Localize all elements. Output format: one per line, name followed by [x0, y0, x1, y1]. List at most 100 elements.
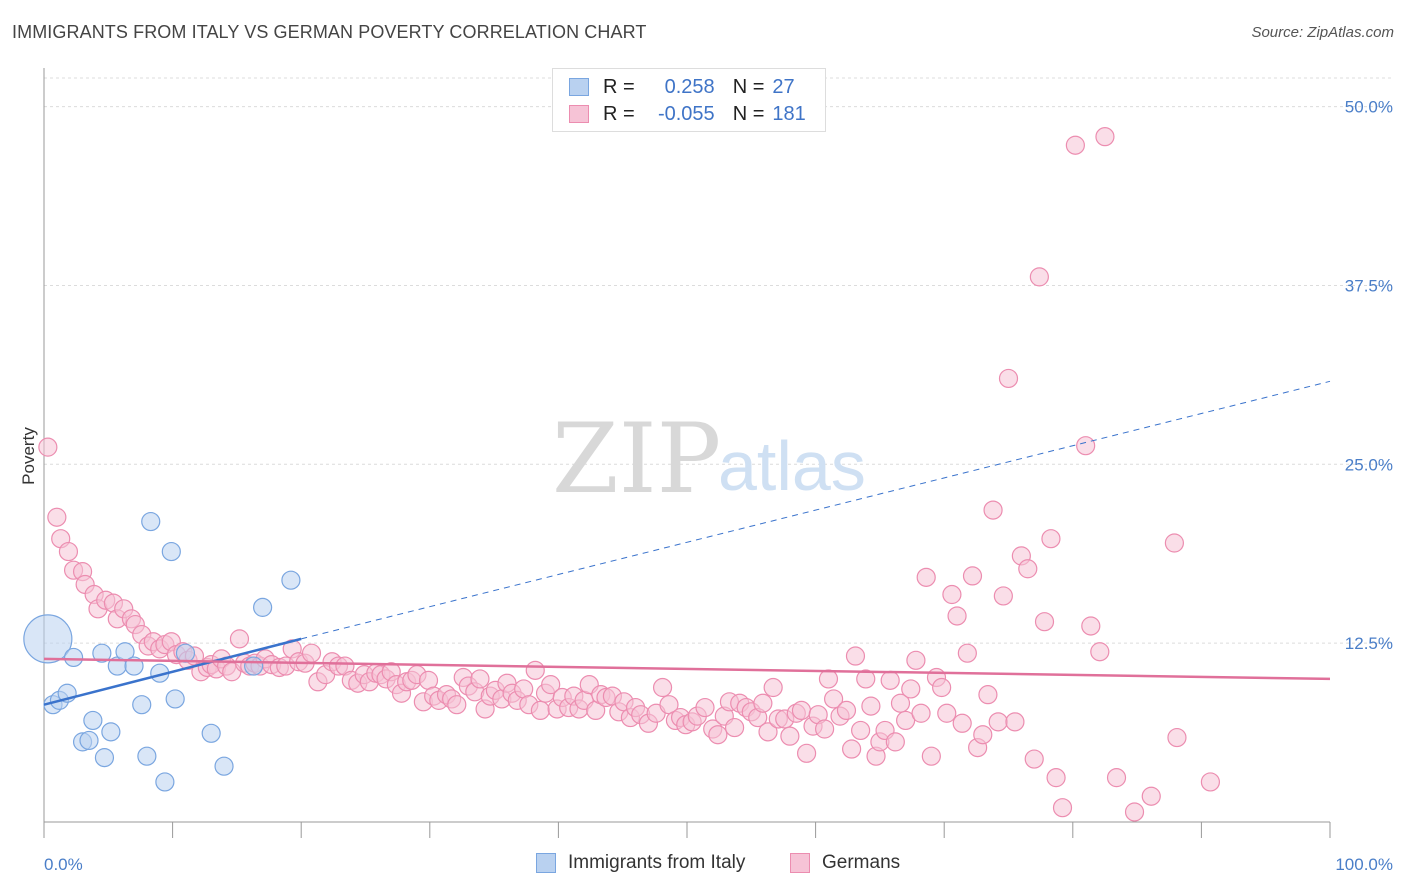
germans-point — [58, 541, 79, 562]
germans-point — [541, 675, 561, 695]
germans-point — [1124, 802, 1145, 822]
germans-point — [962, 566, 983, 586]
legend-swatch-italy — [536, 853, 556, 873]
germans-point — [525, 660, 545, 680]
series-legend: Immigrants from Italy Germans — [0, 852, 1406, 878]
italy-point — [165, 689, 185, 709]
legend-swatch-germans — [569, 105, 589, 123]
legend-item-germans[interactable]: Germans — [790, 852, 900, 874]
germans-point — [724, 717, 745, 738]
germans-point — [301, 643, 322, 663]
germans-point — [1090, 642, 1110, 662]
chart-source: Source: ZipAtlas.com — [1251, 24, 1394, 41]
italy-trend-line — [43, 637, 302, 706]
germans-point — [1065, 135, 1085, 155]
y-axis-label: Poverty — [19, 427, 38, 485]
germans-point — [957, 643, 977, 663]
italy-point — [92, 643, 112, 663]
italy-point — [101, 722, 121, 742]
germans-point — [993, 586, 1013, 606]
x-tick-label: 0.0% — [44, 855, 83, 874]
y-tick-label: 25.0% — [1345, 455, 1393, 474]
germans-point — [780, 726, 800, 746]
italy-point — [132, 695, 152, 715]
germans-point — [758, 722, 778, 742]
germans-point — [916, 567, 936, 587]
germans-point — [1200, 772, 1221, 792]
germans-point — [988, 712, 1008, 732]
germans-point — [47, 507, 67, 527]
germans-point — [921, 746, 941, 766]
germans-point — [901, 679, 921, 699]
legend-r-value: 0.258 — [664, 75, 715, 98]
germans-point — [652, 677, 673, 698]
germans-point — [937, 703, 957, 723]
germans-point — [880, 670, 900, 690]
italy-point — [137, 746, 157, 766]
italy-point — [175, 643, 196, 663]
germans-point — [842, 739, 862, 759]
y-tick-label: 37.5% — [1345, 276, 1393, 295]
germans-point — [885, 732, 905, 752]
legend-r-label: R = — [603, 75, 635, 98]
legend-r-value: -0.055 — [657, 102, 715, 125]
germans-point — [708, 725, 728, 745]
y-tick-label: 50.0% — [1345, 98, 1393, 117]
italy-point — [94, 748, 115, 768]
germans-point — [932, 677, 952, 698]
trend-layer — [43, 380, 1331, 706]
germans-point — [1167, 727, 1187, 748]
germans-point — [791, 700, 812, 721]
legend-n-value: 27 — [772, 75, 795, 98]
germans-point — [1024, 749, 1044, 769]
germans-point — [530, 700, 550, 721]
germans-point — [983, 500, 1003, 520]
legend-label-italy: Immigrants from Italy — [568, 852, 746, 873]
germans-point — [229, 629, 250, 649]
germans-point — [896, 710, 916, 731]
germans-point — [1034, 612, 1055, 632]
legend-row-italy: R = 0.258 N = 27 — [569, 74, 795, 100]
germans-point — [1018, 559, 1038, 579]
italy-point — [63, 647, 84, 668]
italy-point — [141, 511, 161, 532]
germans-points — [38, 127, 1221, 822]
germans-point — [753, 693, 773, 713]
germans-point — [824, 689, 844, 709]
germans-point — [796, 743, 817, 763]
legend-item-italy[interactable]: Immigrants from Italy — [536, 852, 745, 874]
germans-point — [1041, 529, 1061, 549]
italy-point — [161, 541, 181, 562]
italy-trend-extension — [301, 380, 1331, 640]
italy-point — [281, 570, 301, 590]
germans-point — [1106, 768, 1127, 788]
germans-point — [856, 669, 876, 689]
italy-point — [79, 730, 99, 751]
germans-point — [836, 700, 857, 721]
watermark-zip: ZIP — [552, 403, 721, 515]
germans-point — [1081, 616, 1101, 636]
germans-point — [942, 584, 962, 605]
legend-row-germans: R = -0.055 N = 181 — [569, 101, 806, 127]
germans-point — [978, 685, 998, 705]
italy-point — [253, 597, 273, 617]
legend-n-label: N = — [732, 75, 765, 98]
chart-title: IMMIGRANTS FROM ITALY VS GERMAN POVERTY … — [12, 22, 647, 42]
italy-point — [214, 756, 234, 776]
germans-point — [1052, 798, 1073, 818]
legend-swatch-italy — [569, 78, 589, 96]
germans-point — [1029, 267, 1049, 287]
germans-point — [911, 703, 931, 723]
germans-point — [1076, 436, 1096, 456]
x-tick-label: 100.0% — [1335, 855, 1393, 874]
germans-point — [1164, 533, 1184, 553]
germans-point — [447, 695, 467, 715]
italy-point — [83, 710, 103, 731]
germans-point — [861, 696, 881, 716]
italy-point — [201, 723, 221, 743]
germans-point — [998, 368, 1019, 389]
grid-layer — [44, 77, 1392, 644]
germans-point — [763, 677, 783, 698]
germans-point — [1141, 786, 1161, 806]
